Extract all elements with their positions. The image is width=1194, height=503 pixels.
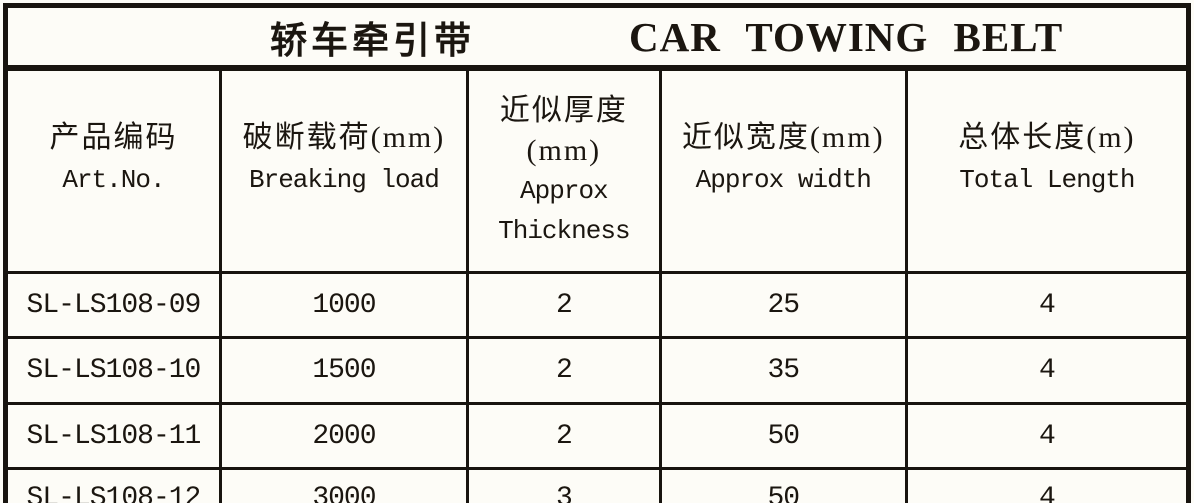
- cell-width: 35: [658, 336, 908, 405]
- header-approx-width: 近似宽度(mm) Approx width: [658, 66, 908, 274]
- table-header-row: 产品编码 Art.No. 破断载荷(mm) Breaking load 近似厚度…: [4, 66, 1191, 274]
- catalog-page: 轿车牵引带 CAR TOWING BELT 产品编码 Art.No. 破断载荷(…: [0, 3, 1194, 503]
- cell-length: 4: [904, 336, 1191, 405]
- header-art-no-en: Art.No.: [62, 165, 165, 195]
- header-total-length-en: Total Length: [959, 165, 1135, 195]
- table-row: SL-LS108-12 3000 3 50 4: [4, 467, 1191, 503]
- cell-breaking-load: 3000: [218, 467, 469, 503]
- header-breaking-load-cn: 破断载荷(mm): [242, 121, 446, 154]
- header-art-no-cn: 产品编码: [49, 121, 178, 154]
- cell-art-no: SL-LS108-12: [4, 467, 222, 503]
- header-approx-width-cn: 近似宽度(mm): [681, 121, 885, 154]
- table-row: SL-LS108-11 2000 2 50 4: [4, 402, 1191, 470]
- header-approx-thickness-unit: (mm): [526, 134, 602, 167]
- header-approx-width-en: Approx width: [695, 165, 872, 195]
- cell-width: 25: [658, 271, 908, 339]
- table-row: SL-LS108-10 1500 2 35 4: [4, 336, 1191, 405]
- header-approx-thickness-cn: 近似厚度: [499, 94, 628, 127]
- table-title-row: 轿车牵引带 CAR TOWING BELT: [4, 4, 1190, 71]
- header-total-length-cn: 总体长度(m): [958, 121, 1136, 154]
- cell-length: 4: [904, 271, 1191, 339]
- cell-breaking-load: 2000: [218, 402, 469, 470]
- header-breaking-load: 破断载荷(mm) Breaking load: [218, 66, 469, 274]
- cell-art-no: SL-LS108-11: [4, 402, 222, 470]
- cell-thickness: 3: [465, 467, 662, 503]
- cell-thickness: 2: [465, 402, 662, 470]
- header-approx-thickness-en-2: Thickness: [498, 216, 630, 246]
- cell-thickness: 2: [465, 336, 662, 405]
- cell-art-no: SL-LS108-09: [4, 271, 222, 339]
- header-total-length: 总体长度(m) Total Length: [904, 66, 1191, 274]
- cell-thickness: 2: [465, 271, 662, 339]
- cell-art-no: SL-LS108-10: [4, 336, 222, 405]
- title-chinese: 轿车牵引带: [270, 20, 475, 62]
- cell-length: 4: [904, 467, 1191, 503]
- car-towing-belt-spec-table: 轿车牵引带 CAR TOWING BELT 产品编码 Art.No. 破断载荷(…: [3, 3, 1191, 503]
- table-row: SL-LS108-09 1000 2 25 4: [4, 271, 1191, 339]
- cell-breaking-load: 1500: [218, 336, 469, 405]
- header-art-no: 产品编码 Art.No.: [4, 66, 222, 274]
- cell-width: 50: [658, 402, 908, 470]
- title-english: CAR TOWING BELT: [629, 13, 1064, 60]
- header-approx-thickness: 近似厚度 (mm) Approx Thickness: [465, 66, 662, 274]
- cell-breaking-load: 1000: [218, 271, 469, 339]
- header-breaking-load-en: Breaking load: [249, 165, 440, 195]
- table-title-cell: 轿车牵引带 CAR TOWING BELT: [4, 4, 1190, 71]
- cell-length: 4: [904, 402, 1191, 470]
- cell-width: 50: [658, 467, 908, 503]
- header-approx-thickness-en-1: Approx: [520, 176, 609, 206]
